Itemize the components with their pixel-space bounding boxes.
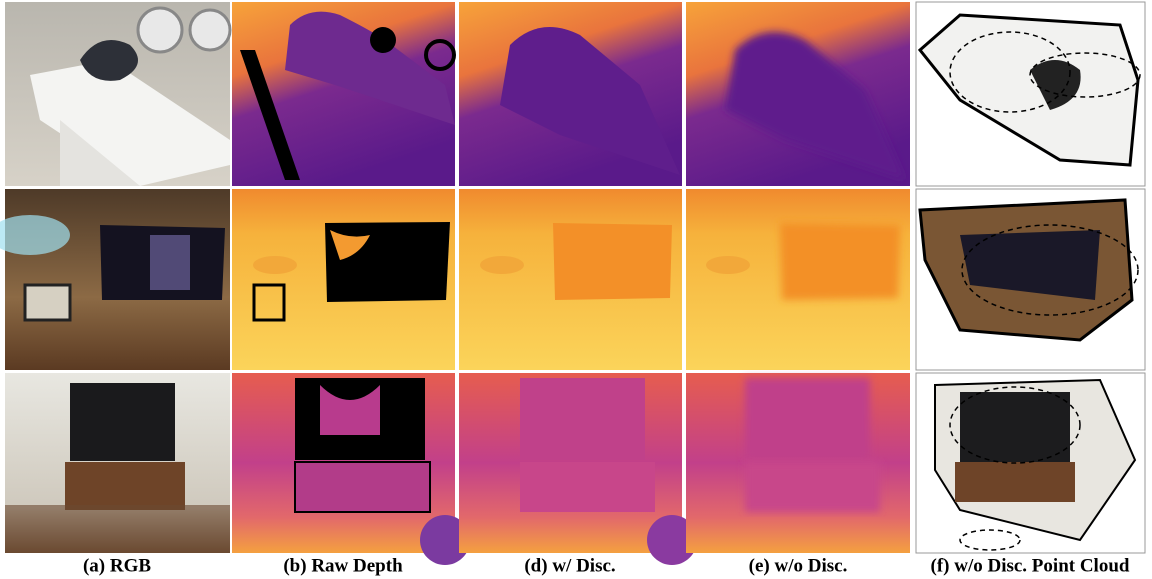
caption: (e) w/o Disc. (749, 555, 848, 576)
with-disc-column (459, 2, 697, 565)
rgb-column (0, 2, 230, 553)
caption: (f) w/o Disc. Point Cloud (931, 555, 1130, 576)
caption: (d) w/ Disc. (524, 555, 615, 576)
caption: (a) RGB (83, 555, 151, 576)
point-cloud-column (916, 2, 1145, 553)
raw-depth-column (232, 2, 470, 565)
without-disc-column (686, 2, 910, 553)
figure: (a) RGB (b) Raw Depth (d) w/ Disc. (e) w… (0, 0, 1152, 579)
caption: (b) Raw Depth (283, 555, 403, 576)
